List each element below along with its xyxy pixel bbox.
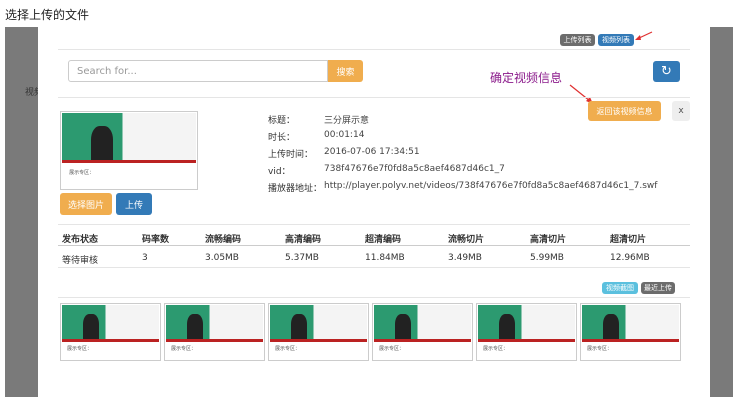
value-title: 三分屏示意 [324,116,370,126]
table-cell: 3.05MB [205,253,239,263]
tab-video-list[interactable]: 视频列表 [598,34,634,46]
col-header: 流畅切片 [448,235,485,245]
value-vid: 738f47676e7f0fd8a5c8aef4687d46c1_7 [324,164,505,174]
table-cell: 12.96MB [610,253,650,263]
thumbnail[interactable]: 展示专区： [60,303,161,361]
background-text: 视频 [25,88,44,98]
col-header: 发布状态 [62,235,99,245]
thumbnail[interactable]: 展示专区： [372,303,473,361]
value-player-url: http://player.polyv.net/videos/738f47676… [324,181,658,191]
table-cell: 3.49MB [448,253,482,263]
tab-upload-list[interactable]: 上传列表 [560,34,595,46]
preview-caption: 展示专区： [69,169,95,176]
value-upload-time: 2016-07-06 17:34:51 [324,147,420,157]
search-button[interactable]: 搜索 [328,60,363,82]
page-title: 选择上传的文件 [5,8,90,22]
arrow-icon [635,31,653,40]
screenshot-button[interactable]: 视频截图 [602,282,638,294]
col-header: 超清切片 [610,235,647,245]
recent-upload-button[interactable]: 最近上传 [641,282,675,294]
annotation-text: 确定视频信息 [490,71,563,85]
table-cell: 5.37MB [285,253,319,263]
col-header: 超清编码 [365,235,402,245]
col-header: 流畅编码 [205,235,242,245]
thumbnail[interactable]: 展示专区： [164,303,265,361]
thumbnail[interactable]: 展示专区： [268,303,369,361]
thumbnail[interactable]: 展示专区： [580,303,681,361]
search-input[interactable]: Search for... [68,60,328,82]
refresh-icon: ↻ [661,64,672,79]
label-upload-time: 上传时间： [268,150,314,160]
value-duration: 00:01:14 [324,130,365,140]
table-cell: 5.99MB [530,253,564,263]
close-button[interactable]: x [672,101,690,121]
upload-button[interactable]: 上传 [116,193,152,215]
label-player-url: 播放器地址： [268,184,323,194]
return-video-info-button[interactable]: 返回该视频信息 [588,101,661,121]
refresh-button[interactable]: ↻ [653,61,680,82]
upload-modal: 上传列表 视频列表 Search for... 搜索 ↻ 确定视频信息 返回该视… [38,27,710,397]
col-header: 码率数 [142,235,170,245]
thumbnail[interactable]: 展示专区： [476,303,577,361]
label-title: 标题： [268,116,296,126]
table-cell: 11.84MB [365,253,405,263]
table-cell: 3 [142,253,148,263]
label-duration: 时长： [268,133,296,143]
label-vid: vid： [268,167,291,177]
video-preview: 展示专区： [60,111,198,190]
select-image-button[interactable]: 选择图片 [60,193,112,215]
col-header: 高清切片 [530,235,567,245]
col-header: 高清编码 [285,235,322,245]
table-cell: 等待审核 [62,256,99,266]
